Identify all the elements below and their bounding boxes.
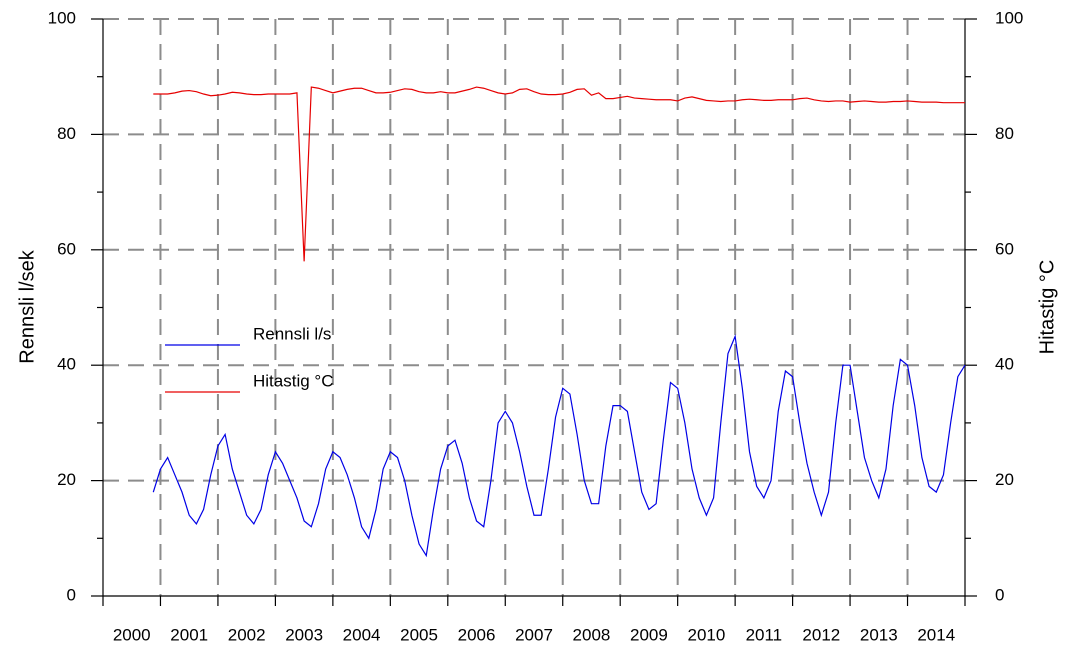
- y2-tick-label: 80: [995, 124, 1014, 143]
- y2-tick-label: 20: [995, 470, 1014, 489]
- y-tick-label: 60: [57, 239, 76, 258]
- x-tick-label: 2005: [400, 625, 438, 644]
- legend-label: Rennsli l/s: [253, 324, 331, 343]
- legend-label: Hitastig °C: [253, 371, 333, 390]
- y2-tick-label: 60: [995, 239, 1014, 258]
- y-tick-label: 20: [57, 470, 76, 489]
- x-tick-label: 2003: [285, 625, 323, 644]
- x-tick-label: 2012: [802, 625, 840, 644]
- x-tick-label: 2014: [917, 625, 955, 644]
- x-tick-label: 2009: [630, 625, 668, 644]
- x-tick-label: 2000: [113, 625, 151, 644]
- x-tick-label: 2006: [458, 625, 496, 644]
- x-tick-label: 2007: [515, 625, 553, 644]
- x-tick-label: 2002: [228, 625, 266, 644]
- series-line: [152, 334, 966, 558]
- x-tick-label: 2004: [343, 625, 381, 644]
- x-tick-label: 2001: [170, 625, 208, 644]
- y-tick-label: 0: [67, 585, 76, 604]
- x-tick-label: 2010: [687, 625, 725, 644]
- series-line: [153, 86, 965, 262]
- y-tick-label: 80: [57, 124, 76, 143]
- y2-tick-label: 40: [995, 355, 1014, 374]
- x-tick-label: 2008: [573, 625, 611, 644]
- y-axis-title: Rennsli l/sek: [16, 249, 38, 363]
- y2-axis-title: Hitastig °C: [1036, 260, 1058, 355]
- x-tick-label: 2013: [860, 625, 898, 644]
- y2-tick-label: 100: [995, 8, 1023, 27]
- x-tick-label: 2011: [746, 625, 783, 644]
- y2-tick-label: 0: [995, 585, 1004, 604]
- y-tick-label: 100: [48, 8, 76, 27]
- y-tick-label: 40: [57, 355, 76, 374]
